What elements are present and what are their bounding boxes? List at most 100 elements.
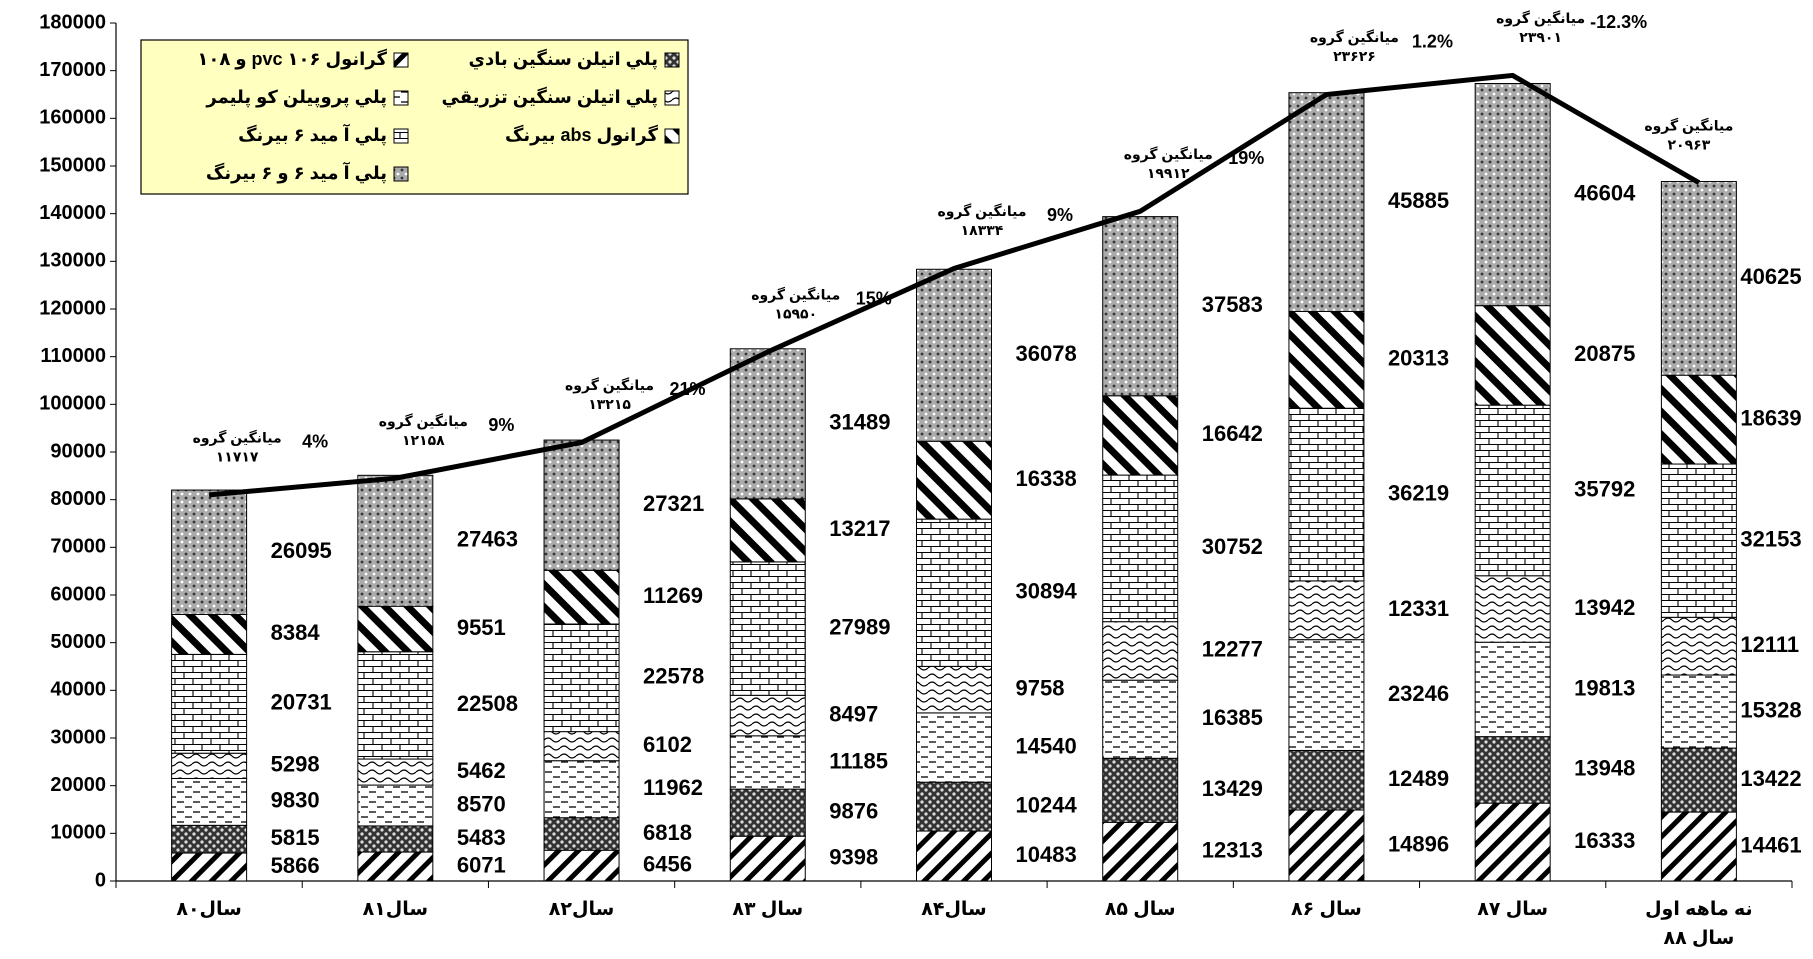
bar-segment: [1288, 749, 1365, 811]
bar-segment: [357, 474, 434, 607]
data-label: 18639: [1740, 405, 1801, 430]
bar-segment: [1474, 802, 1551, 882]
data-label: 8570: [457, 791, 506, 816]
data-label: 12277: [1202, 637, 1263, 662]
data-label: 9398: [829, 844, 878, 869]
y-tick-label: 0: [95, 869, 106, 891]
annotation-value: ۱۲۱۵۸: [402, 432, 445, 448]
data-label: 37583: [1202, 292, 1263, 317]
data-label: 12331: [1388, 596, 1449, 621]
bar-segment: [1660, 463, 1737, 618]
data-label: 9758: [1016, 675, 1065, 700]
growth-label: 21%: [670, 379, 706, 399]
bar-segment: [1288, 580, 1365, 641]
y-tick-label: 10000: [50, 822, 106, 844]
bar-segment: [729, 694, 806, 737]
annotation-title: ميانگين گروه: [1310, 29, 1399, 46]
bar-segment: [171, 777, 248, 826]
data-label: 40625: [1740, 264, 1801, 289]
data-label: 9830: [271, 788, 320, 813]
annotation-title: ميانگين گروه: [937, 203, 1026, 220]
annotation-title: ميانگين گروه: [1124, 146, 1213, 163]
data-label: 27989: [829, 614, 890, 639]
data-label: 12111: [1740, 632, 1799, 657]
bar-segment: [916, 781, 992, 832]
y-tick-label: 30000: [50, 726, 106, 748]
legend-label: پلي اتيلن سنگين بادي: [469, 48, 658, 70]
data-label: 20875: [1574, 341, 1635, 366]
data-label: 19813: [1574, 675, 1635, 700]
data-label: 26095: [271, 538, 332, 563]
annotation-value: ۱۸۳۳۴: [961, 222, 1004, 238]
y-tick-label: 90000: [50, 440, 106, 462]
annotation-value: ۱۱۷۱۷: [216, 449, 259, 465]
bar-segment: [729, 348, 806, 500]
y-tick-label: 50000: [50, 631, 106, 653]
bar-segment: [1474, 641, 1551, 738]
bar-segment: [171, 489, 248, 615]
growth-label: -12.3%: [1590, 12, 1647, 32]
growth-label: 1.2%: [1412, 31, 1453, 51]
bar-segment: [916, 518, 992, 667]
average-line: [208, 72, 1701, 498]
bar-segment: [1288, 809, 1365, 882]
x-tick-label: نه ماهه اول سال ۸۸: [1645, 899, 1753, 949]
y-tick-label: 20000: [50, 774, 106, 796]
bar-segment: [357, 825, 434, 853]
legend-label: پلي آ ميد ۶ بيرنگ: [238, 123, 387, 146]
legend-label: گرانول pvc ۱۰۶ و ۱۰۸: [197, 48, 387, 70]
data-label: 5462: [457, 758, 506, 783]
data-label: 5815: [271, 825, 320, 850]
bar-segment: [916, 830, 992, 882]
data-label: 9551: [457, 615, 506, 640]
data-label: 31489: [829, 410, 890, 435]
bar-segment: [1660, 811, 1737, 882]
annotation-value: ۲۳۹۰۱: [1519, 29, 1562, 45]
data-label: 14896: [1388, 831, 1449, 856]
bar-segment: [729, 835, 806, 882]
data-label: 13948: [1574, 756, 1635, 781]
data-label: 10483: [1016, 842, 1077, 867]
bar-segment: [171, 653, 248, 754]
growth-label: 4%: [302, 432, 328, 452]
annotation-title: ميانگين گروه: [379, 413, 468, 430]
data-label: 11185: [829, 748, 888, 773]
annotation-value: ۱۳۲۱۵: [588, 396, 631, 412]
data-label: 8497: [829, 701, 878, 726]
y-tick-label: 110000: [40, 345, 106, 367]
x-tick-label: سال ۸۵: [1104, 899, 1176, 920]
data-label: 11269: [643, 583, 703, 608]
data-label: 22578: [643, 664, 704, 689]
bar-segment: [1474, 83, 1551, 307]
data-label: 12313: [1202, 837, 1263, 862]
bar-segment: [1102, 679, 1179, 759]
bar-segment: [1102, 757, 1179, 823]
bar-segment: [1102, 395, 1179, 476]
bar-segment: [543, 623, 620, 733]
data-label: 13422: [1740, 766, 1801, 791]
bar-segment: [171, 613, 248, 655]
data-label: 22508: [457, 691, 518, 716]
data-label: 9876: [829, 798, 878, 823]
y-tick-label: 40000: [50, 679, 106, 701]
bar-segment: [1102, 821, 1179, 882]
x-tick-label: سال ۸۷: [1477, 899, 1549, 920]
bar-segment: [1660, 616, 1737, 676]
bar-segment: [1288, 92, 1365, 312]
legend-swatch: [393, 90, 409, 106]
y-tick-label: 140000: [39, 202, 106, 224]
legend-label: پلي آ ميد ۶ و ۶ بيرنگ: [206, 161, 387, 184]
data-label: 16385: [1202, 705, 1263, 730]
legend-label: پلي اتيلن سنگين تزريقي: [442, 86, 658, 108]
bar-segment: [1288, 310, 1365, 409]
data-label: 12489: [1388, 766, 1449, 791]
x-tick-label: سال۸۱: [362, 899, 429, 920]
data-label: 30894: [1016, 579, 1078, 604]
growth-label: 9%: [488, 415, 514, 435]
y-tick-label: 170000: [39, 59, 106, 81]
bar-segment: [1288, 639, 1365, 751]
data-label: 10244: [1016, 792, 1078, 817]
y-tick-label: 100000: [39, 393, 106, 415]
y-tick-label: 60000: [50, 583, 106, 605]
